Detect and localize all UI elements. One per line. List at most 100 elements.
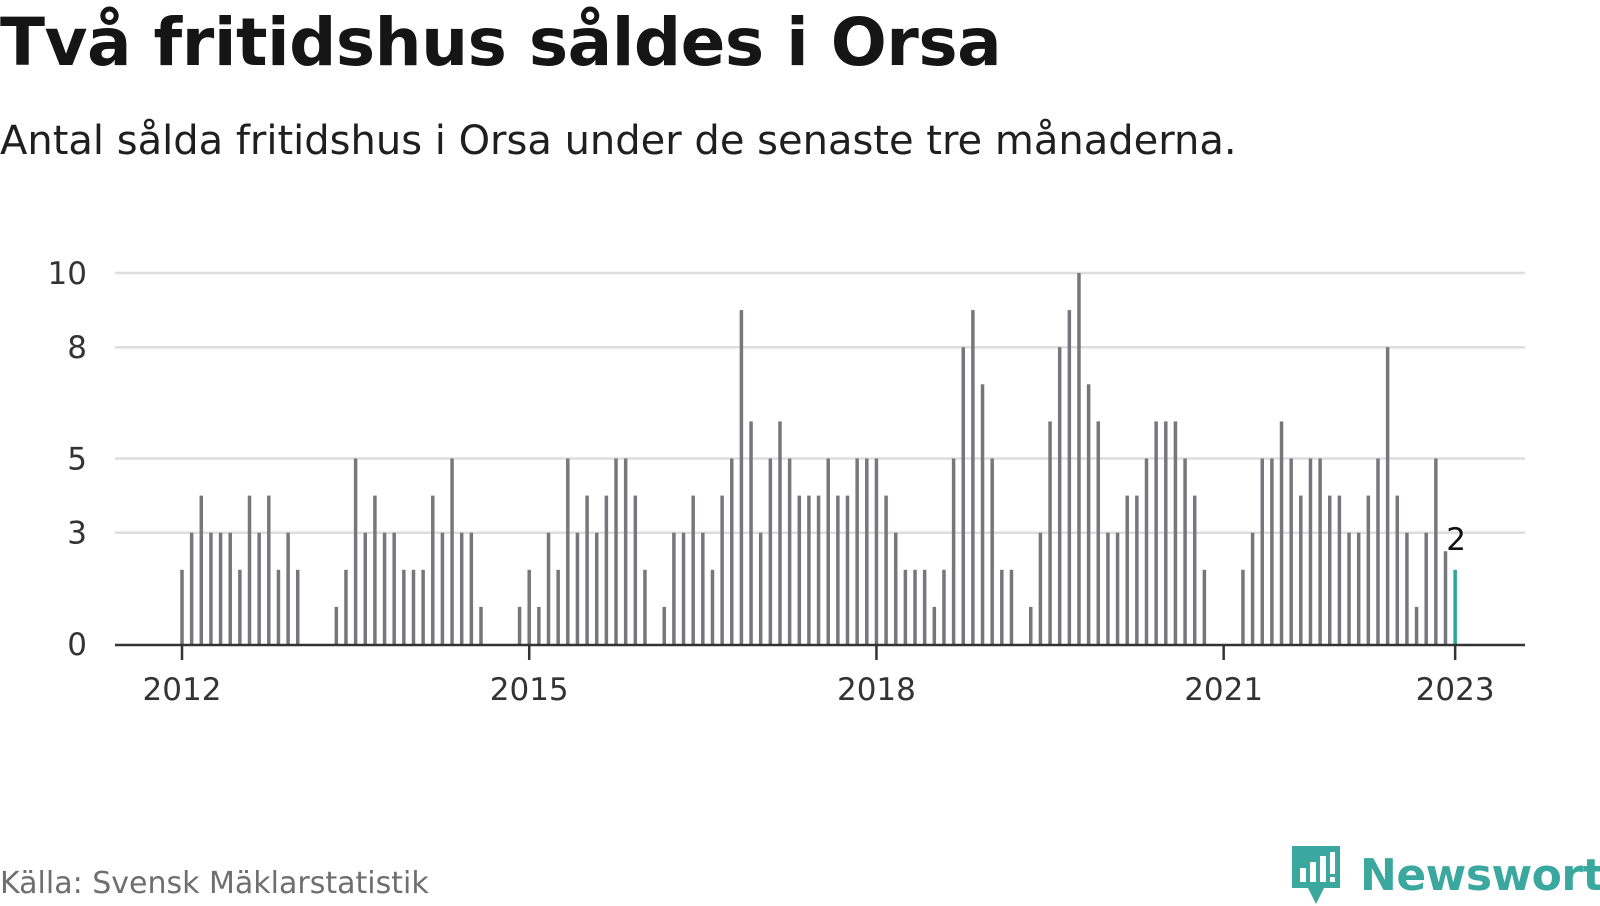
y-tick-label: 3: [67, 516, 87, 552]
bar: [479, 606, 483, 644]
newsworthy-logo-icon: [1292, 846, 1340, 904]
bar: [1405, 532, 1409, 644]
bar: [836, 495, 840, 644]
bar: [758, 532, 763, 644]
bar: [1173, 421, 1178, 644]
bar: [1308, 458, 1313, 644]
bar: [1347, 532, 1351, 644]
bar: [209, 532, 213, 644]
bar: [1144, 458, 1149, 644]
newsworthy-logo[interactable]: Newsworthy: [1290, 844, 1600, 906]
bar: [1241, 569, 1245, 644]
bar: [1385, 347, 1390, 644]
bar: [1395, 495, 1400, 644]
bar: [199, 495, 204, 644]
bar: [1289, 458, 1293, 644]
bar: [546, 532, 551, 644]
bar: [459, 532, 464, 644]
x-tick-label: 2015: [490, 672, 569, 708]
bar: [1154, 421, 1158, 644]
bar: [1250, 532, 1255, 644]
bar: [363, 532, 368, 644]
bar: [681, 532, 686, 644]
bar: [344, 569, 348, 644]
bar: [884, 495, 888, 644]
bar: [614, 458, 618, 644]
x-tick-label: 2021: [1184, 672, 1263, 708]
bar: [295, 569, 300, 644]
bar: [826, 458, 830, 644]
bar: [1164, 421, 1168, 644]
bar: [730, 458, 734, 644]
bar: [1318, 458, 1322, 644]
bar: [807, 495, 811, 644]
bar: [1260, 458, 1264, 644]
bar: [1106, 532, 1110, 644]
bar: [594, 532, 599, 644]
bar: [980, 384, 985, 644]
bar: [710, 569, 715, 644]
bar: [865, 458, 869, 644]
bar: [1270, 458, 1274, 644]
y-axis-ticks: 0 3 5 8 10: [48, 256, 87, 663]
gridlines: [115, 271, 1525, 534]
bars: [180, 273, 1457, 644]
bar: [1328, 495, 1332, 644]
bar: [990, 458, 994, 644]
y-tick-label: 0: [67, 627, 87, 663]
bar: [1057, 347, 1062, 644]
bar: [537, 606, 541, 644]
bar-chart: 0 3 5 8 10 2012 2015 2018 2021 2023 2: [48, 256, 1525, 708]
bar: [951, 458, 956, 644]
chart-title: Två fritidshus såldes i Orsa: [0, 4, 1002, 81]
chart-subtitle: Antal sålda fritidshus i Orsa under de s…: [0, 118, 1237, 164]
bar: [1443, 551, 1448, 644]
bar: [1414, 606, 1419, 644]
source-note: Källa: Svensk Mäklarstatistik: [0, 866, 429, 901]
bar: [1424, 532, 1428, 644]
bar: [604, 495, 609, 644]
bar: [1279, 421, 1284, 644]
bar: [247, 495, 252, 644]
bar: [720, 495, 724, 644]
bar: [1434, 458, 1438, 644]
bar: [1337, 495, 1342, 644]
bar: [469, 532, 474, 644]
bar: [238, 569, 242, 644]
bar: [787, 458, 792, 644]
bar: [1077, 273, 1081, 644]
bar: [517, 606, 522, 644]
bar: [1356, 532, 1361, 644]
bar: [421, 569, 425, 644]
bar: [1202, 569, 1207, 644]
x-tick-label: 2023: [1416, 672, 1495, 708]
bar: [286, 532, 290, 644]
bar: [373, 495, 377, 644]
bar: [942, 569, 946, 644]
bar: [411, 569, 416, 644]
bar: [1009, 569, 1014, 644]
bar: [257, 532, 261, 644]
bar: [691, 495, 695, 644]
bar: [932, 606, 937, 644]
bar: [575, 532, 580, 644]
bar: [961, 347, 965, 644]
bar: [1299, 495, 1303, 644]
bar: [1029, 606, 1033, 644]
bar: [228, 532, 232, 644]
bar: [1000, 569, 1004, 644]
bar: [855, 458, 859, 644]
bar: [1086, 384, 1091, 644]
bar: [749, 421, 753, 644]
last-value-label: 2: [1446, 522, 1466, 558]
bar: [585, 495, 589, 644]
bar: [267, 495, 271, 644]
bar: [189, 532, 194, 644]
bar: [218, 532, 223, 644]
bar: [633, 495, 638, 644]
bar: [1038, 532, 1043, 644]
bar: [1192, 495, 1197, 644]
bar: [440, 532, 445, 644]
bar: [922, 569, 927, 644]
bar: [392, 532, 396, 644]
